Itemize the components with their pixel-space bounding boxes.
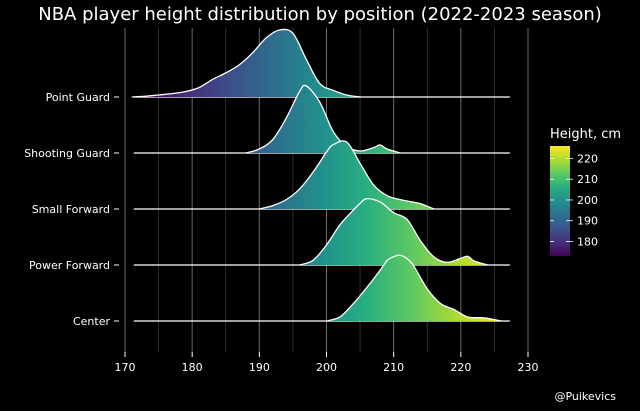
credit-text: @Puikevics xyxy=(554,390,616,403)
colorbar-tick-label: 200 xyxy=(577,194,598,207)
x-tick-label: 210 xyxy=(383,361,404,374)
colorbar-tick-label: 190 xyxy=(577,215,598,228)
colorbar-tick-label: 220 xyxy=(577,152,598,165)
x-tick-label: 170 xyxy=(115,361,136,374)
ridge-area xyxy=(259,140,434,209)
category-label: Center xyxy=(73,315,111,328)
ridge-outline xyxy=(326,254,502,322)
ridge-point-guard xyxy=(131,28,510,98)
ridge-outline xyxy=(259,140,435,210)
x-tick-label: 200 xyxy=(316,361,337,374)
category-label: Power Forward xyxy=(29,259,110,272)
category-label: Small Forward xyxy=(32,203,110,216)
ridge-area xyxy=(131,29,361,97)
colorbar-tick-label: 210 xyxy=(577,173,598,186)
ridge-area xyxy=(299,198,488,265)
x-tick-label: 220 xyxy=(450,361,471,374)
chart-title: NBA player height distribution by positi… xyxy=(38,4,602,25)
ridge-area xyxy=(245,85,401,153)
x-tick-label: 180 xyxy=(182,361,203,374)
category-label: Shooting Guard xyxy=(24,147,110,160)
colorbar xyxy=(550,146,570,256)
ridge-shooting-guard xyxy=(133,84,510,154)
ridge-center xyxy=(133,254,510,322)
colorbar-tick-label: 180 xyxy=(577,235,598,248)
ridge-outline xyxy=(245,84,401,154)
x-tick-label: 230 xyxy=(518,361,539,374)
x-tick-label: 190 xyxy=(249,361,270,374)
ridge-outline xyxy=(299,198,488,266)
ridge-outline xyxy=(131,28,361,98)
colorbar-title: Height, cm xyxy=(550,127,622,142)
ridge-area xyxy=(326,255,502,321)
ridge-small-forward xyxy=(133,140,510,210)
category-label: Point Guard xyxy=(46,91,110,104)
ridge-power-forward xyxy=(133,198,510,266)
